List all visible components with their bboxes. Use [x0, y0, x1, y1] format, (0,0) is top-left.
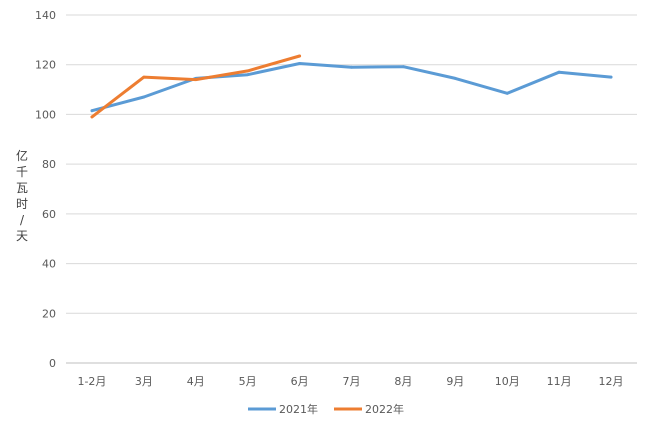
data-point: [246, 73, 250, 77]
legend-label-1: 2022年: [365, 402, 404, 416]
y-axis-label: 亿千瓦时/天: [16, 148, 28, 243]
y-axis-title: 亿千瓦时/天: [16, 148, 28, 243]
y-tick-label: 80: [42, 158, 56, 171]
legend-label-0: 2021年: [279, 402, 318, 416]
x-tick-label: 8月: [394, 375, 412, 388]
gridlines: [66, 14, 637, 364]
data-point: [453, 76, 457, 80]
data-point: [142, 75, 146, 79]
y-tick-label: 20: [42, 307, 56, 320]
series-line-0: [90, 62, 613, 113]
x-tick-label: 9月: [446, 375, 464, 388]
x-tick-label: 4月: [187, 375, 205, 388]
y-tick-labels: 0 20 40 60 80 100 120 140: [35, 9, 56, 370]
x-tick-label: 5月: [239, 375, 257, 388]
data-point: [90, 115, 94, 119]
y-tick-label: 140: [35, 9, 56, 22]
x-tick-label: 11月: [547, 375, 572, 388]
x-tick-label: 6月: [291, 375, 309, 388]
data-point: [142, 95, 146, 99]
x-tick-labels: 1-2月 3月 4月 5月 6月 7月 8月 9月 10月 11月 12月: [77, 375, 623, 388]
x-tick-label: 10月: [495, 375, 520, 388]
data-point: [246, 69, 250, 73]
data-point: [350, 65, 353, 69]
x-tick-label: 12月: [599, 375, 624, 388]
series-lines: [90, 54, 613, 119]
data-point: [402, 65, 405, 69]
y-tick-label: 60: [42, 208, 56, 221]
x-tick-label: 1-2月: [77, 375, 106, 388]
data-point: [298, 54, 301, 58]
data-point: [194, 78, 198, 82]
x-tick-label: 7月: [343, 375, 361, 388]
data-point: [90, 109, 94, 113]
data-point: [609, 75, 613, 79]
data-point: [557, 70, 561, 74]
data-point: [298, 62, 301, 65]
y-tick-label: 100: [35, 108, 56, 121]
y-tick-label: 40: [42, 258, 56, 271]
data-point: [505, 91, 509, 95]
y-tick-label: 120: [35, 59, 56, 72]
y-tick-label: 0: [49, 357, 56, 370]
legend: 2021年 2022年: [248, 402, 404, 416]
x-tick-label: 3月: [135, 375, 153, 388]
